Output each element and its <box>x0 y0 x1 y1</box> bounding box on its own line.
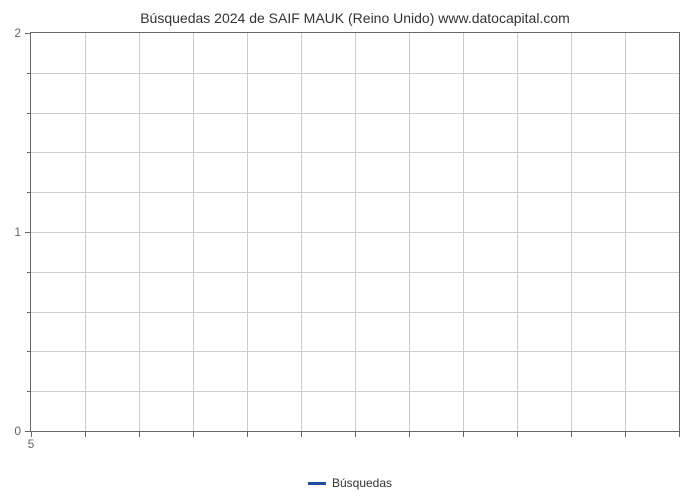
x-axis-label: 5 <box>28 431 35 451</box>
y-axis-label: 1 <box>14 225 31 239</box>
grid-line-v <box>139 33 140 431</box>
x-tick <box>517 431 518 437</box>
grid-line-v <box>625 33 626 431</box>
legend: Búsquedas <box>308 476 392 490</box>
y-tick-minor <box>27 351 31 352</box>
y-tick-minor <box>27 73 31 74</box>
y-tick-minor <box>27 192 31 193</box>
grid-line-v <box>85 33 86 431</box>
y-tick-minor <box>27 391 31 392</box>
x-tick <box>247 431 248 437</box>
grid-line-v <box>463 33 464 431</box>
x-tick <box>193 431 194 437</box>
grid-line-v <box>409 33 410 431</box>
grid-line-v <box>193 33 194 431</box>
grid-line-v <box>517 33 518 431</box>
x-tick <box>409 431 410 437</box>
x-tick <box>85 431 86 437</box>
grid-line-v <box>247 33 248 431</box>
grid-line-v <box>355 33 356 431</box>
plot-area: 0125 <box>30 32 680 432</box>
legend-swatch <box>308 482 326 485</box>
x-tick <box>355 431 356 437</box>
grid-line-v <box>301 33 302 431</box>
chart-title: Búsquedas 2024 de SAIF MAUK (Reino Unido… <box>30 10 680 26</box>
y-axis-label: 2 <box>14 26 31 40</box>
y-tick-minor <box>27 113 31 114</box>
x-tick <box>463 431 464 437</box>
x-tick <box>571 431 572 437</box>
y-tick-minor <box>27 272 31 273</box>
y-tick-minor <box>27 312 31 313</box>
x-tick <box>301 431 302 437</box>
y-tick-minor <box>27 152 31 153</box>
legend-label: Búsquedas <box>332 476 392 490</box>
grid-line-v <box>571 33 572 431</box>
chart-container: Búsquedas 2024 de SAIF MAUK (Reino Unido… <box>30 10 680 450</box>
x-tick <box>139 431 140 437</box>
x-tick <box>625 431 626 437</box>
x-tick <box>679 431 680 437</box>
